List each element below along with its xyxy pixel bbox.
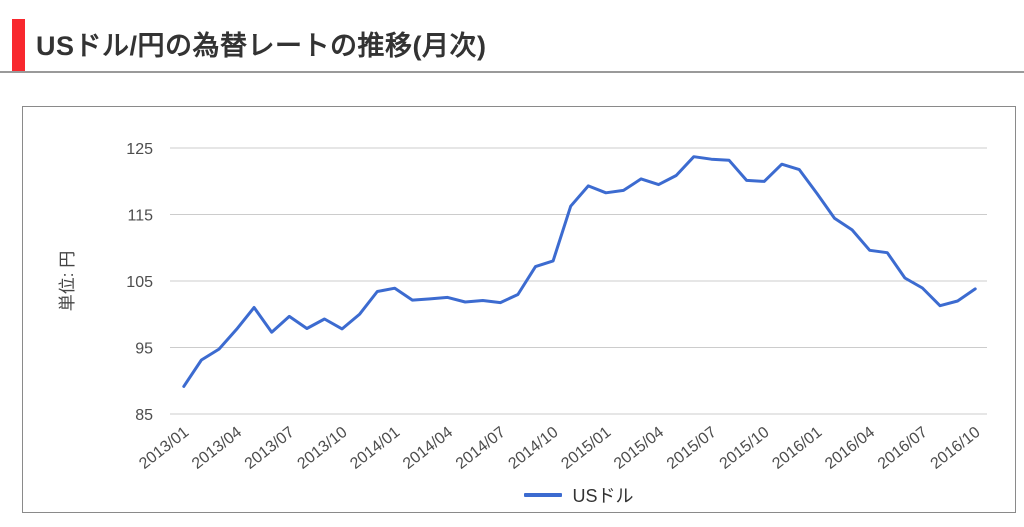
x-tick-label: 2015/01 (558, 424, 614, 473)
title-accent-bar (12, 19, 25, 71)
x-tick-label: 2015/07 (664, 424, 720, 473)
x-tick-label: 2013/07 (242, 424, 298, 473)
x-tick-label: 2014/10 (506, 424, 562, 473)
x-tick-label: 2014/04 (400, 424, 456, 473)
x-tick-label: 2016/07 (875, 424, 931, 473)
x-tick-label: 2015/10 (717, 424, 773, 473)
x-tick-label: 2013/04 (189, 424, 245, 473)
x-tick-label: 2016/04 (822, 424, 878, 473)
chart-legend: USドル (171, 483, 987, 507)
chart-container: 85 95 105 115 125 2013/01 2013/04 2013/07 2013/1… (22, 106, 1016, 513)
y-tick-label: 85 (135, 407, 153, 424)
page-header: USドル/円の為替レートの推移(月次) (0, 0, 1024, 73)
series-line-usd (182, 155, 977, 388)
legend-line-swatch (524, 493, 563, 497)
y-tick-label: 115 (127, 208, 153, 225)
x-tick-label: 2016/10 (928, 424, 984, 473)
y-tick-label: 105 (126, 274, 153, 291)
x-tick-label: 2013/10 (295, 424, 351, 473)
y-axis-title: 単位: 円 (58, 251, 77, 311)
y-tick-label: 125 (126, 141, 153, 158)
page-title: USドル/円の為替レートの推移(月次) (36, 31, 487, 61)
x-tick-label: 2014/01 (347, 424, 403, 473)
x-tick-label: 2015/04 (611, 424, 667, 473)
x-tick-label: 2014/07 (453, 424, 509, 473)
legend-series-label: USドル (572, 486, 634, 506)
x-tick-label: 2013/01 (136, 424, 192, 473)
line-chart: 85 95 105 115 125 2013/012013/042013/072013/1… (58, 141, 987, 473)
y-tick-label: 95 (135, 341, 153, 358)
x-tick-label: 2016/01 (769, 424, 825, 473)
